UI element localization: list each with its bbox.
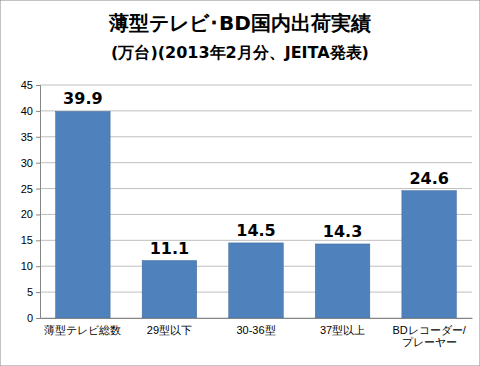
tick-label: 30	[21, 157, 33, 169]
tick: 45	[21, 79, 40, 91]
tick-label: 45	[21, 79, 33, 91]
tick-label: 29型以下	[147, 324, 192, 336]
tick-mark	[36, 214, 40, 215]
tick-mark	[36, 85, 40, 86]
tick-label: 30-36型	[236, 324, 275, 336]
tick: 30	[21, 157, 40, 169]
tick-label: BDレコーダー/プレーヤー	[392, 324, 466, 348]
tick-label: 40	[21, 105, 33, 117]
tick-label: 薄型テレビ総数	[44, 324, 121, 336]
grid	[40, 85, 472, 318]
axis-line	[36, 86, 41, 319]
tick-mark	[36, 240, 40, 241]
tick-label: 25	[21, 183, 33, 195]
tick-label: 5	[27, 286, 33, 298]
bar	[229, 243, 284, 318]
tick-label: 15	[21, 234, 33, 246]
bar	[315, 244, 370, 318]
tick: 薄型テレビ総数	[44, 324, 121, 336]
background	[0, 0, 480, 366]
axis-line	[41, 318, 473, 319]
bar	[56, 111, 111, 318]
data-label: 24.6	[409, 169, 448, 188]
tick: BDレコーダー/プレーヤー	[392, 324, 466, 348]
tick: 29型以下	[147, 324, 192, 336]
tick-label: 20	[21, 208, 33, 220]
tick: 40	[21, 105, 40, 117]
chart: 薄型テレビ･BD国内出荷実績 (万台)(2013年2月分、JEITA発表) 0 5 10…	[0, 0, 480, 366]
data-labels: 39.9 11.1 14.5 14.3 24.6	[63, 89, 449, 257]
tick-mark	[36, 189, 40, 190]
data-label: 14.5	[236, 221, 275, 240]
tick: 30-36型	[236, 324, 275, 336]
tick-label: 35	[21, 131, 33, 143]
tick-mark	[36, 266, 40, 267]
bars	[56, 111, 457, 318]
tick: 10	[21, 260, 40, 272]
data-label: 39.9	[63, 89, 102, 108]
tick: 0	[27, 312, 40, 324]
tick-label: 37型以上	[320, 324, 365, 336]
tick-mark	[36, 318, 40, 319]
y-axis: 0 5 10 15 20 25 30 35 40 45	[21, 79, 41, 324]
tick-mark	[36, 292, 40, 293]
data-label: 14.3	[323, 222, 362, 241]
tick-mark	[36, 111, 40, 112]
bar	[402, 191, 457, 318]
tick: 15	[21, 234, 40, 246]
tick: 37型以上	[320, 324, 365, 336]
tick: 25	[21, 183, 40, 195]
grid-line	[40, 85, 472, 86]
tick-label-line: プレーヤー	[402, 336, 457, 348]
bar	[142, 261, 197, 318]
tick-label: 10	[21, 260, 33, 272]
title: 薄型テレビ･BD国内出荷実績	[108, 11, 371, 35]
tick: 35	[21, 131, 40, 143]
tick-label: 0	[27, 312, 33, 324]
tick-mark	[36, 163, 40, 164]
tick: 20	[21, 208, 40, 220]
subtitle: (万台)(2013年2月分、JEITA発表)	[111, 43, 369, 62]
tick: 5	[27, 286, 40, 298]
tick-label-line: BDレコーダー/	[392, 324, 466, 336]
tick-mark	[36, 137, 40, 138]
data-label: 11.1	[150, 239, 189, 258]
x-axis: 薄型テレビ総数 29型以下 30-36型 37型以上 BDレコーダー/プレーヤー	[41, 319, 473, 348]
